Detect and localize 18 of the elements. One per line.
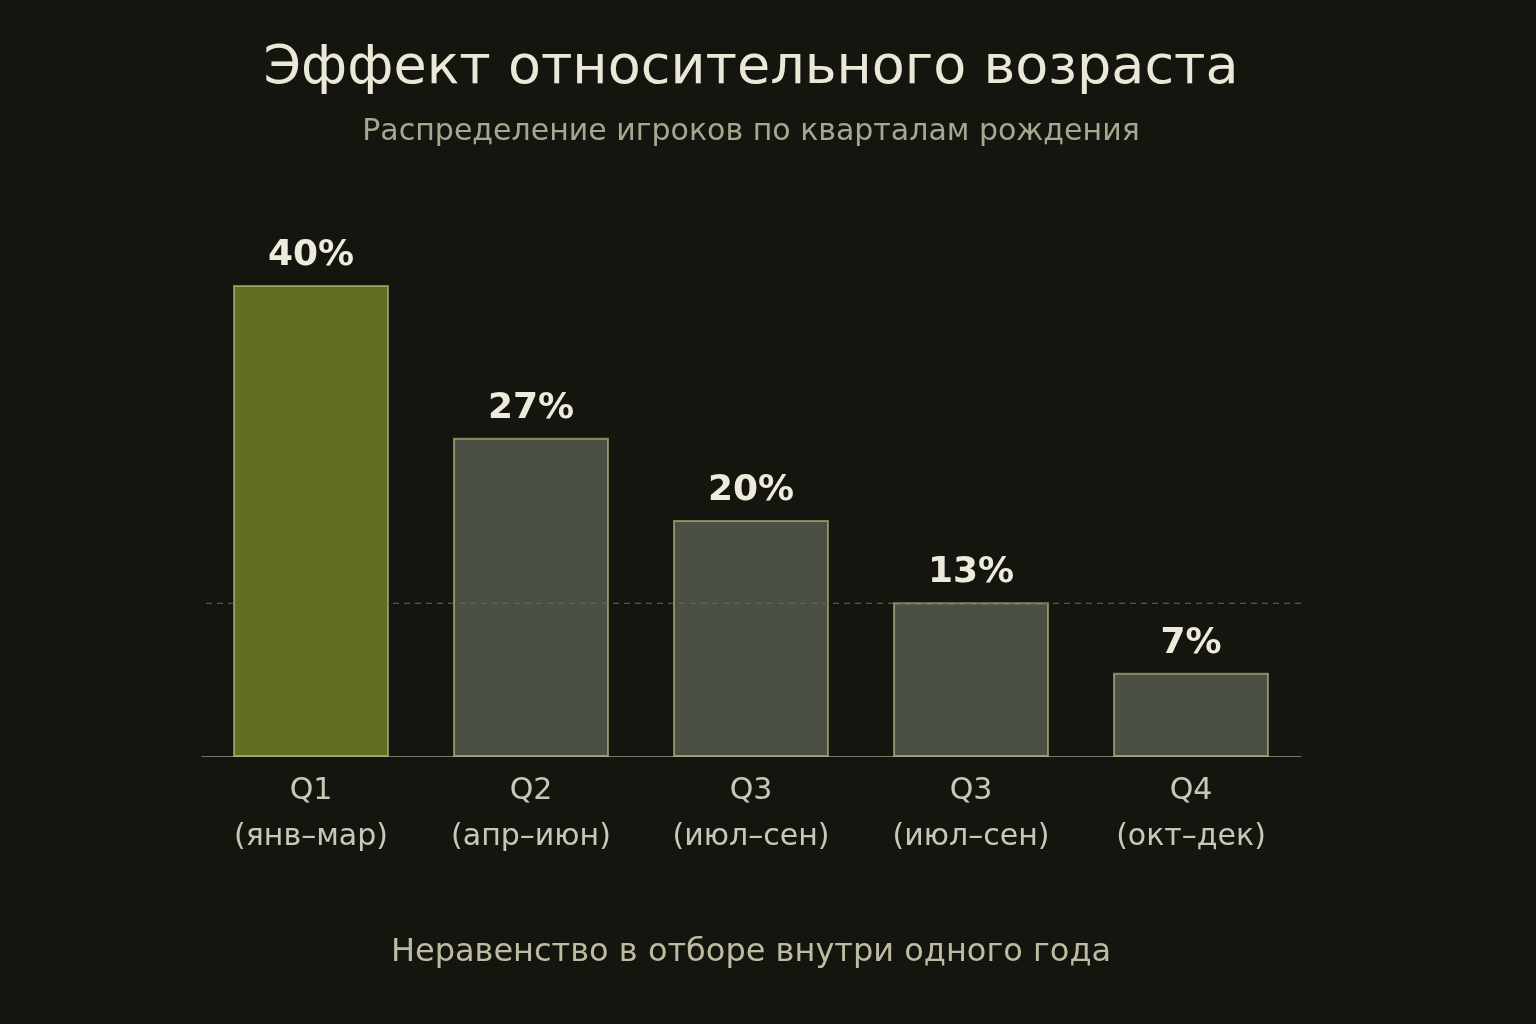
bar <box>233 285 389 757</box>
bar <box>1113 672 1269 757</box>
bar <box>673 520 829 757</box>
x-tick-label: Q3 (июл–сен) <box>892 770 1050 852</box>
chart-title: Эффект относительного возраста <box>263 33 1239 96</box>
x-tick-label: Q1 (янв–мар) <box>234 770 388 852</box>
data-label: 13% <box>927 549 1015 591</box>
bar <box>453 437 609 757</box>
data-label: 20% <box>707 467 795 508</box>
bar <box>893 602 1049 757</box>
data-label: 7% <box>1160 619 1222 661</box>
chart-subtitle: Распределение игроков по кварталам рождения <box>362 112 1140 147</box>
x-tick-label: Q2 (апр–июн) <box>451 770 611 852</box>
x-tick-label: Q3 (июл–сен) <box>672 770 830 852</box>
data-label: 27% <box>487 384 575 426</box>
data-label: 40% <box>267 232 355 273</box>
x-tick-label: Q4 (окт–дек) <box>1116 770 1266 852</box>
text: Неравенство в отборе внутри одного года <box>390 931 1112 969</box>
